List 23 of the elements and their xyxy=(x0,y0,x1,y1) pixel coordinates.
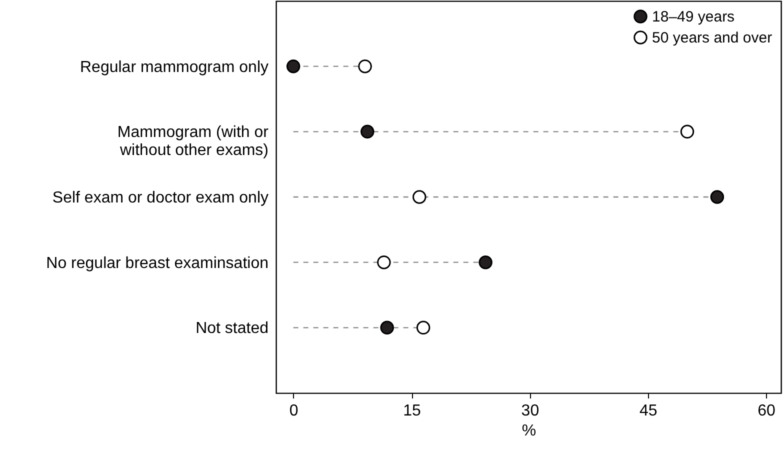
point xyxy=(710,190,724,204)
y-tick-label: No regular breast examinsation xyxy=(46,254,268,272)
x-tick-label: 0 xyxy=(289,402,298,420)
legend-label: 50 years and over xyxy=(652,30,772,46)
point xyxy=(380,320,394,335)
x-tick-label: 15 xyxy=(403,402,422,420)
point xyxy=(286,59,300,74)
point xyxy=(680,124,694,139)
point xyxy=(377,255,391,270)
x-tick-label: 45 xyxy=(639,402,658,420)
point xyxy=(416,320,430,335)
x-tick-label: 30 xyxy=(521,402,540,420)
legend-label: 18–49 years xyxy=(652,8,735,26)
y-tick-label: Self exam or doctor exam only xyxy=(52,190,268,206)
y-tick-label: Not stated xyxy=(196,320,268,338)
y-tick-label: Mammogram (with or without other exams) xyxy=(117,124,270,160)
x-tick-label: 60 xyxy=(758,402,776,420)
point xyxy=(478,255,492,270)
y-tick-label: Regular mammogram only xyxy=(80,58,268,76)
point xyxy=(360,124,374,139)
point xyxy=(412,190,426,204)
x-axis-title: % xyxy=(522,422,536,440)
point xyxy=(358,59,372,74)
